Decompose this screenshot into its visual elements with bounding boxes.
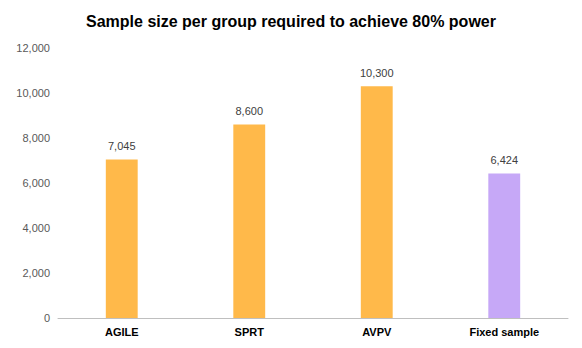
svg-text:10,300: 10,300: [360, 67, 394, 79]
svg-text:Sample size per group required: Sample size per group required to achiev…: [86, 13, 496, 30]
svg-text:10,000: 10,000: [16, 87, 50, 99]
svg-text:7,045: 7,045: [108, 140, 136, 152]
svg-text:12,000: 12,000: [16, 42, 50, 54]
svg-text:SPRT: SPRT: [235, 326, 265, 338]
svg-text:6,424: 6,424: [490, 154, 518, 166]
svg-text:0: 0: [44, 312, 50, 324]
svg-text:Fixed sample: Fixed sample: [469, 326, 539, 338]
svg-text:AGILE: AGILE: [105, 326, 139, 338]
svg-text:8,000: 8,000: [22, 132, 50, 144]
svg-text:AVPV: AVPV: [362, 326, 392, 338]
svg-text:8,600: 8,600: [235, 105, 263, 117]
svg-text:6,000: 6,000: [22, 177, 50, 189]
svg-text:2,000: 2,000: [22, 267, 50, 279]
svg-text:4,000: 4,000: [22, 222, 50, 234]
